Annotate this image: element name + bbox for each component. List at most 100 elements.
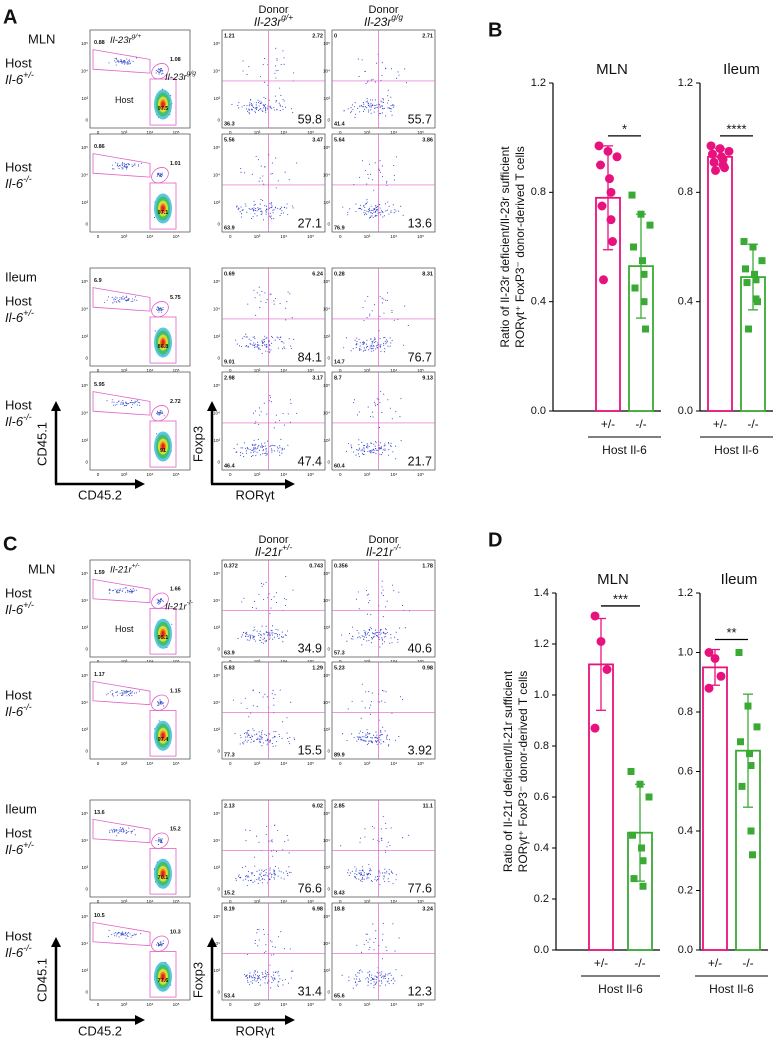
flow-x-tick: 10³ <box>364 234 371 239</box>
event-dot <box>389 407 391 409</box>
event-dot <box>281 979 284 981</box>
y-tick-label: 0.2 <box>678 884 693 896</box>
gate-frequency: 1.59 <box>94 570 105 576</box>
event-dot <box>384 67 387 69</box>
event-dot <box>382 632 384 634</box>
event-dot <box>364 636 366 638</box>
event-dot <box>276 635 279 637</box>
event-dot <box>121 166 123 168</box>
event-dot <box>160 68 162 70</box>
event-dot <box>358 444 360 446</box>
chart-title: MLN <box>596 61 628 78</box>
quadrant-frequency: 77.3 <box>224 752 235 758</box>
host-genotype-part: Il-6 <box>5 842 24 857</box>
event-dot <box>372 825 374 828</box>
event-dot <box>158 837 160 839</box>
event-dot <box>253 439 255 441</box>
event-dot <box>388 443 390 445</box>
event-dot <box>248 733 250 735</box>
event-dot <box>371 632 374 634</box>
event-dot <box>268 840 270 842</box>
gate-frequency: 86.8 <box>158 344 169 350</box>
event-dot <box>386 299 388 301</box>
event-dot <box>130 831 132 833</box>
event-dot <box>241 337 244 339</box>
host-genotype-part: Il-6 <box>5 72 24 87</box>
event-dot <box>356 740 358 742</box>
event-dot <box>126 832 128 834</box>
event-dot <box>121 689 123 691</box>
flow-x-tick: 10⁵ <box>173 472 180 477</box>
event-dot <box>131 590 133 592</box>
event-dot <box>368 349 370 351</box>
data-point <box>639 882 647 890</box>
event-dot <box>160 69 162 71</box>
event-dot <box>398 627 401 629</box>
flow-y-tick: 10⁵ <box>213 571 220 576</box>
x-tick-label: -/- <box>747 417 758 431</box>
event-dot <box>273 736 275 738</box>
event-dot <box>363 739 365 741</box>
event-dot <box>121 164 123 166</box>
event-dot <box>358 411 360 413</box>
event-dot <box>139 404 141 406</box>
quadrant-frequency-main: 40.6 <box>408 641 432 655</box>
event-dot <box>274 298 277 300</box>
event-dot <box>280 877 282 879</box>
population-density <box>161 870 165 877</box>
event-dot <box>354 113 357 115</box>
quadrant-frequency-main: 12.3 <box>408 984 432 998</box>
event-dot <box>247 871 249 873</box>
event-dot <box>109 691 111 693</box>
event-dot <box>125 296 127 298</box>
event-dot <box>163 705 165 707</box>
event-dot <box>368 635 370 637</box>
quadrant-frequency: 0.356 <box>334 563 348 569</box>
event-dot <box>137 401 139 403</box>
event-dot <box>273 107 275 109</box>
event-dot <box>258 731 260 733</box>
flow-x-tick: 10³ <box>254 1002 261 1007</box>
event-dot <box>373 949 375 951</box>
donor1-gate <box>92 578 151 604</box>
event-dot <box>365 590 367 592</box>
event-dot <box>247 110 249 112</box>
event-dot <box>373 981 375 983</box>
y-axis-label: Ratio of Il-21r deficient/Il-21r suffici… <box>501 670 515 872</box>
event-dot <box>269 207 271 209</box>
event-dot <box>369 707 371 709</box>
data-point <box>612 152 622 162</box>
event-dot <box>263 339 265 341</box>
event-dot <box>381 734 383 736</box>
event-dot <box>260 876 262 878</box>
event-dot <box>131 164 133 166</box>
event-dot <box>158 307 161 309</box>
event-dot <box>382 595 385 597</box>
event-dot <box>156 598 158 600</box>
flow-x-tick: 10⁵ <box>307 368 314 373</box>
event-dot <box>366 339 368 341</box>
event-dot <box>382 589 384 591</box>
event-dot <box>367 406 369 408</box>
event-dot <box>246 211 248 213</box>
event-dot <box>263 952 265 954</box>
event-dot <box>259 414 261 416</box>
event-dot <box>379 112 381 114</box>
event-dot <box>381 971 383 973</box>
event-dot <box>254 447 257 449</box>
event-dot <box>256 870 258 872</box>
event-dot <box>231 103 233 106</box>
event-dot <box>378 212 380 214</box>
event-dot <box>132 404 134 406</box>
event-dot <box>259 306 261 309</box>
event-dot <box>131 830 133 832</box>
data-point <box>640 270 648 278</box>
quadrant-frequency-main: 13.6 <box>408 216 432 230</box>
data-point <box>630 875 638 883</box>
data-point <box>631 284 639 292</box>
event-dot <box>386 292 389 294</box>
event-dot <box>160 410 162 412</box>
event-dot <box>157 173 160 175</box>
event-dot <box>402 699 404 701</box>
event-dot <box>125 587 127 589</box>
